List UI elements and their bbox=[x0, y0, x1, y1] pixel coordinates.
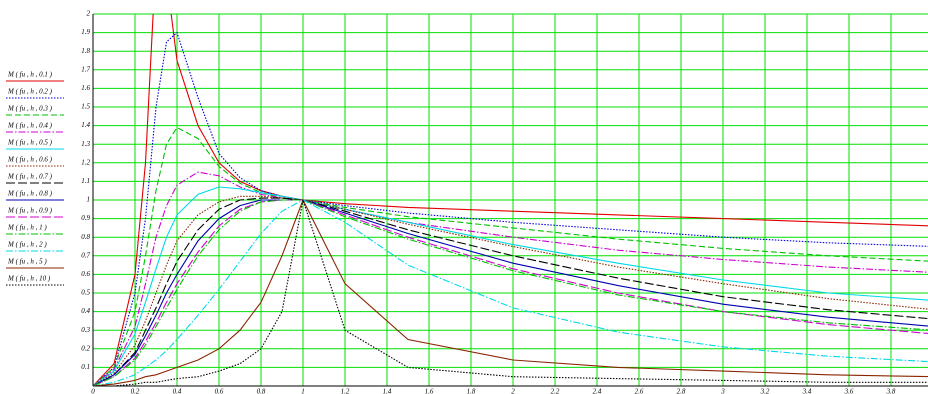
y-tick-label: 1.3 bbox=[81, 140, 90, 148]
legend-label: M ( fu , h , 5 ) bbox=[7, 258, 47, 266]
x-tick-label: 1.4 bbox=[383, 388, 392, 394]
x-tick-label: 0 bbox=[91, 388, 95, 394]
y-tick-label: 0.9 bbox=[81, 214, 90, 222]
line-series bbox=[93, 199, 928, 386]
x-tick-label: 2.2 bbox=[551, 388, 560, 394]
legend-label: M ( fu , h , 0.6 ) bbox=[7, 156, 53, 164]
x-tick-label: 2.8 bbox=[677, 388, 686, 394]
legend-label: M ( fu , h , 0.8 ) bbox=[7, 190, 53, 198]
x-tick-label: 3.6 bbox=[844, 388, 854, 394]
legend-label: M ( fu , h , 1 ) bbox=[7, 224, 47, 232]
x-tick-label: 2.4 bbox=[593, 388, 602, 394]
x-tick-label: 1.2 bbox=[341, 388, 350, 394]
line-series bbox=[93, 126, 928, 386]
y-tick-label: 0.1 bbox=[81, 363, 90, 371]
legend-label: M ( fu , h , 2 ) bbox=[7, 241, 47, 249]
x-tick-label: 0.2 bbox=[131, 388, 140, 394]
line-series bbox=[93, 199, 928, 386]
legend-label: M ( fu , h , 0.5 ) bbox=[7, 139, 53, 147]
line-series bbox=[93, 14, 928, 386]
y-tick-label: 1.7 bbox=[81, 65, 90, 73]
line-series bbox=[93, 198, 928, 386]
y-tick-label: 1.5 bbox=[81, 103, 90, 111]
y-tick-label: 1 bbox=[87, 196, 91, 204]
x-tick-label: 3 bbox=[720, 388, 725, 394]
line-series bbox=[93, 199, 928, 386]
line-series bbox=[93, 199, 928, 386]
legend-label: M ( fu , h , 0.2 ) bbox=[7, 88, 53, 96]
line-series bbox=[93, 186, 928, 386]
legend-label: M ( fu , h , 0.9 ) bbox=[7, 207, 53, 215]
x-tick-label: 3.8 bbox=[886, 388, 896, 394]
legend-label: M ( fu , h , 0.1 ) bbox=[7, 71, 53, 79]
x-tick-label: 1.8 bbox=[467, 388, 476, 394]
x-tick-label: 2.6 bbox=[635, 388, 644, 394]
y-tick-label: 1.1 bbox=[81, 177, 90, 185]
line-series bbox=[93, 197, 928, 386]
y-tick-label: 2 bbox=[87, 10, 91, 18]
y-tick-label: 0.3 bbox=[81, 326, 90, 334]
legend-label: M ( fu , h , 0.4 ) bbox=[7, 122, 53, 130]
y-tick-label: 0.8 bbox=[81, 233, 90, 241]
x-tick-label: 2 bbox=[511, 388, 515, 394]
x-tick-label: 0.8 bbox=[257, 388, 266, 394]
x-tick-label: 0.4 bbox=[173, 388, 182, 394]
y-tick-label: 1.9 bbox=[81, 28, 90, 36]
legend-label: M ( fu , h , 10 ) bbox=[7, 275, 51, 283]
y-tick-label: 1.6 bbox=[81, 84, 90, 92]
y-tick-label: 0.2 bbox=[81, 344, 90, 352]
x-tick-label: 3.2 bbox=[760, 388, 770, 394]
x-tick-label: 0.6 bbox=[215, 388, 224, 394]
legend-label: M ( fu , h , 0.7 ) bbox=[7, 173, 53, 181]
y-tick-label: 1.8 bbox=[81, 47, 90, 55]
y-tick-label: 0.4 bbox=[81, 307, 90, 315]
y-tick-label: 0.6 bbox=[81, 270, 90, 278]
line-series bbox=[93, 195, 928, 386]
line-series bbox=[93, 31, 928, 386]
y-tick-label: 1.2 bbox=[81, 158, 90, 166]
legend-label: M ( fu , h , 0.3 ) bbox=[7, 105, 53, 113]
x-tick-label: 3.4 bbox=[802, 388, 812, 394]
plot-area bbox=[93, 14, 928, 386]
line-series bbox=[93, 199, 928, 386]
x-tick-label: 1.6 bbox=[425, 388, 434, 394]
y-tick-label: 1.4 bbox=[81, 121, 90, 129]
x-tick-label: 1 bbox=[301, 388, 305, 394]
y-tick-label: 0.5 bbox=[81, 289, 90, 297]
y-tick-label: 0.7 bbox=[81, 251, 90, 259]
